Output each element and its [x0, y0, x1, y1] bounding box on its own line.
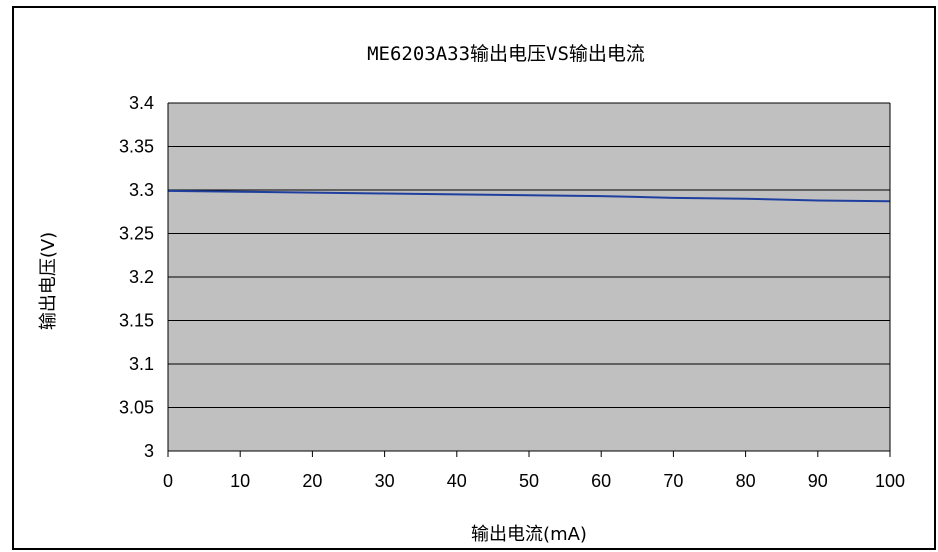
y-tick-labels: 3 3.05 3.1 3.15 3.2 3.25 3.3 3.35 3.4	[119, 93, 154, 461]
x-tick-label: 30	[375, 471, 395, 491]
y-tick-label: 3.3	[129, 180, 154, 200]
x-tick-label: 70	[663, 471, 683, 491]
chart-frame: ME6203A33输出电压VS输出电流 3 3.05 3.1 3.15 3.2 3.25 3…	[12, 6, 936, 550]
x-tick-label: 100	[875, 471, 905, 491]
y-tick-label: 3.35	[119, 137, 154, 157]
chart-title: ME6203A33输出电压VS输出电流	[367, 43, 645, 65]
x-tick-label: 50	[519, 471, 539, 491]
y-axis-title: 输出电压(V)	[38, 232, 59, 330]
y-tick-label: 3	[144, 441, 154, 461]
x-tick-label: 0	[163, 471, 173, 491]
y-tick-label: 3.4	[129, 93, 154, 113]
x-tick-label: 10	[230, 471, 250, 491]
series-group	[167, 189, 891, 203]
x-tick-label: 20	[302, 471, 322, 491]
y-tick-label: 3.2	[129, 267, 154, 287]
y-tick-label: 3.15	[119, 311, 154, 331]
x-axis-title: 输出电流(mA)	[471, 524, 587, 545]
x-tick-label: 40	[447, 471, 467, 491]
chart-svg: ME6203A33输出电压VS输出电流 33.053.13.153.23.253…	[38, 43, 905, 545]
series-line	[167, 189, 891, 203]
x-tick-label: 90	[808, 471, 828, 491]
x-tick-label: 60	[591, 471, 611, 491]
y-tick-label: 3.25	[119, 224, 154, 244]
gridlines	[168, 102, 890, 408]
axes	[167, 103, 891, 457]
y-tick-label: 3.05	[119, 398, 154, 418]
x-tick-labels: 0 10 20 30 40 50 60 70 80 90 100	[163, 471, 905, 491]
x-tick-label: 80	[736, 471, 756, 491]
y-tick-label: 3.1	[129, 354, 154, 374]
